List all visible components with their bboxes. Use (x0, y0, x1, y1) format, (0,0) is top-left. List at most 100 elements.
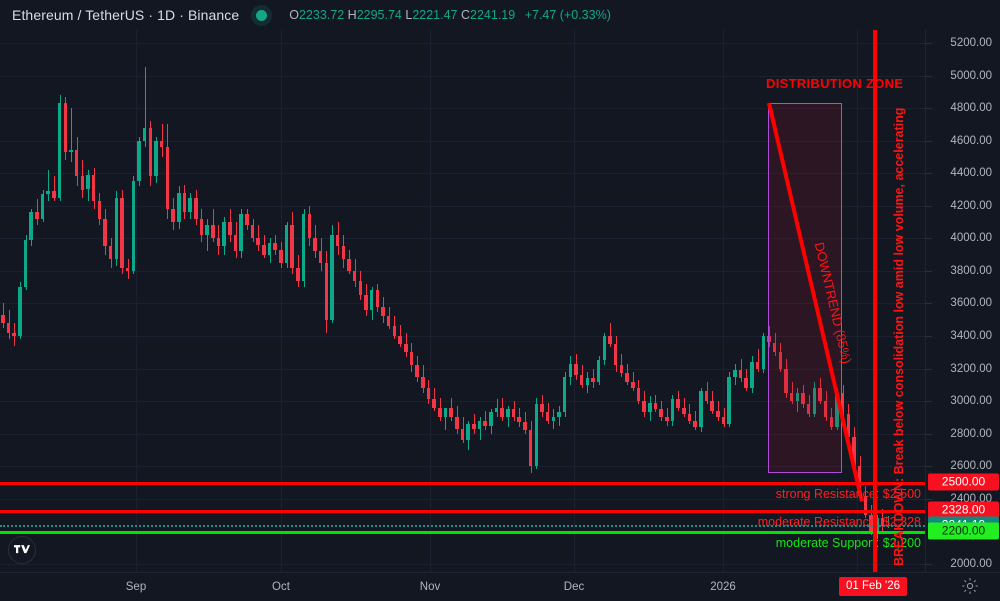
candle-body (108, 246, 113, 260)
candle-body (426, 388, 431, 400)
price-tick-label: 4800.00 (950, 102, 992, 115)
price-tick (926, 43, 932, 45)
candle-body (511, 409, 516, 418)
candle-body (477, 420, 482, 429)
price-tick-label: 2800.00 (950, 427, 992, 440)
price-badge[interactable]: 2328.00 (928, 501, 999, 519)
price-tick (926, 205, 932, 207)
price-tick-label: 5200.00 (950, 37, 992, 50)
time-scale[interactable]: Sep Oct Nov Dec 2026 01 Feb '26 (0, 572, 1000, 600)
time-tick-label: Nov (419, 581, 441, 593)
ohlc-close-label: C (460, 8, 471, 22)
candle-body (137, 140, 141, 182)
gridline-vertical (857, 30, 858, 572)
candle-body (455, 417, 459, 429)
gridline-vertical (574, 30, 575, 572)
settings-gear-icon[interactable] (960, 576, 980, 596)
gridline (0, 401, 925, 403)
price-badge[interactable]: 2200.00 (928, 522, 999, 540)
price-level-line (0, 482, 925, 486)
candle-body (154, 140, 158, 177)
price-tick-label: 3400.00 (950, 329, 992, 342)
candle-body (199, 218, 204, 236)
candle-body (630, 381, 635, 389)
candle-body (784, 368, 788, 393)
gridline (0, 498, 925, 500)
gridline (0, 205, 925, 207)
candle-body (12, 332, 16, 336)
candle-body (460, 428, 465, 441)
price-tick (926, 563, 932, 565)
candle-body (35, 212, 39, 219)
candle-wick (480, 417, 481, 441)
distribution-zone-box (768, 103, 842, 473)
price-scale[interactable]: 5200.00 5000.00 4800.00 4600.00 4400.00 4200.… (925, 30, 1000, 572)
candle-body (307, 213, 312, 239)
candle-body (608, 335, 612, 345)
price-tick-label: 3200.00 (950, 362, 992, 375)
candle-body (222, 222, 226, 247)
gridline (0, 108, 925, 110)
candle-body (182, 192, 187, 213)
candle-body (284, 225, 289, 263)
candle-body (347, 259, 351, 271)
candle-body (687, 414, 692, 421)
distribution-zone-label: DISTRIBUTION ZONE (766, 76, 904, 92)
candle-body (364, 295, 368, 310)
candle-body (386, 316, 391, 327)
candle-body (557, 412, 561, 418)
candle-body (239, 213, 243, 252)
price-tick (926, 270, 932, 272)
price-tick-label: 4600.00 (950, 134, 992, 147)
price-badge[interactable]: 2500.00 (928, 473, 999, 491)
tradingview-logo[interactable] (8, 536, 36, 564)
candle-body (602, 335, 607, 361)
candle-body (517, 417, 521, 423)
ohlc-low-label: L (405, 8, 413, 22)
gridline (0, 75, 925, 77)
candle-body (403, 344, 408, 353)
candle-body (205, 225, 209, 236)
candle-body (613, 344, 618, 366)
time-highlight-badge[interactable]: 01 Feb '26 (839, 577, 907, 596)
candle-wick (610, 322, 611, 348)
candle-body (682, 407, 686, 415)
candle-body (352, 270, 357, 281)
candle-wick (434, 388, 435, 411)
gridline-vertical (136, 30, 137, 572)
gear-glyph (962, 578, 978, 594)
candle-body (806, 404, 811, 415)
price-tick (926, 335, 932, 337)
candle-body (562, 376, 567, 413)
candle-wick (48, 169, 49, 201)
candle-wick (741, 358, 742, 382)
candle-body (69, 150, 73, 153)
gridline (0, 563, 925, 565)
candle-body (523, 422, 527, 431)
candle-body (324, 262, 329, 320)
candle-body (500, 407, 504, 418)
candle-body (670, 399, 675, 421)
candle-body (818, 388, 822, 402)
candle-body (233, 235, 238, 252)
gridline (0, 368, 925, 370)
breakdown-annotation-label: BREAKDOWN: Break below consolidation low… (892, 107, 906, 566)
candle-body (880, 518, 885, 526)
gridline (0, 43, 925, 45)
candle-body (840, 392, 845, 415)
symbol-title[interactable]: Ethereum / TetherUS · 1D · Binance (12, 7, 240, 23)
price-tick (926, 498, 932, 500)
candle-body (710, 401, 714, 411)
candle-body (358, 280, 363, 296)
candle-body (619, 365, 624, 374)
candle-body (40, 194, 45, 219)
gridline-vertical (281, 30, 282, 572)
candle-body (318, 251, 323, 263)
candle-body (812, 388, 817, 415)
candle-body (392, 326, 397, 336)
candle-wick (145, 67, 146, 148)
candle-body (676, 399, 680, 408)
ohlc-change: +7.47 (+0.33%) (524, 8, 611, 22)
chart-plot-area[interactable]: DISTRIBUTION ZONE DOWNTREND (85%) strong… (0, 30, 925, 572)
candle-body (256, 238, 260, 245)
